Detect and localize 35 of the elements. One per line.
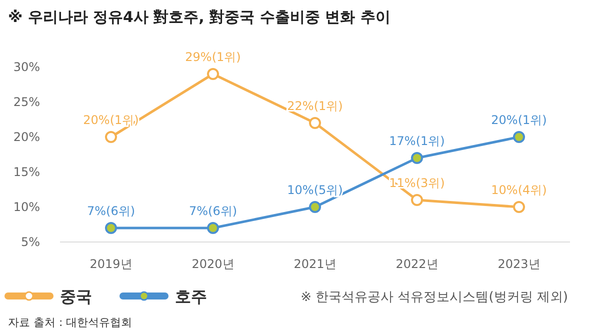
point (309, 117, 321, 129)
y-tick-label: 20% (13, 130, 40, 144)
point (411, 194, 423, 206)
data-label: 20%(1위) (491, 113, 547, 127)
legend-label: 중국 (60, 287, 92, 306)
point (513, 201, 525, 213)
text: ※ 한국석유공사 석유정보시스템(벙커링 제외) (300, 290, 568, 305)
x-tick-label: 2020년 (192, 257, 234, 271)
point (513, 131, 525, 143)
x-tick-label: 2022년 (396, 257, 438, 271)
point (105, 131, 117, 143)
chart-title: ※ 우리나라 정유4사 對호주, 對중국 수출비중 변화 추이 (8, 8, 390, 26)
y-tick-label: 30% (13, 60, 40, 74)
data-label: 10%(5위) (287, 183, 343, 197)
point (411, 152, 423, 164)
data-label: 20%(1위) (83, 113, 139, 127)
data-label: 7%(6위) (188, 204, 238, 218)
legend-label: 호주 (175, 287, 207, 306)
x-tick-label: 2021년 (294, 257, 336, 271)
y-tick-label: 5% (20, 235, 40, 249)
data-label: 10%(4위) (491, 183, 547, 197)
data-label: 29%(1위) (185, 50, 241, 64)
point (207, 222, 219, 234)
x-tick-label: 2023년 (498, 257, 540, 271)
data-label: 17%(1위) (389, 134, 445, 148)
point (105, 222, 117, 234)
text: 자료 출처 : 대한석유협회 (8, 316, 132, 329)
point (309, 201, 321, 213)
data-label: 22%(1위) (287, 99, 343, 113)
data-label: 7%(6위) (86, 204, 136, 218)
x-tick-label: 2019년 (90, 257, 132, 271)
y-tick-label: 25% (13, 95, 40, 109)
point (207, 68, 219, 80)
y-tick-label: 15% (13, 165, 40, 179)
y-tick-label: 10% (13, 200, 40, 214)
